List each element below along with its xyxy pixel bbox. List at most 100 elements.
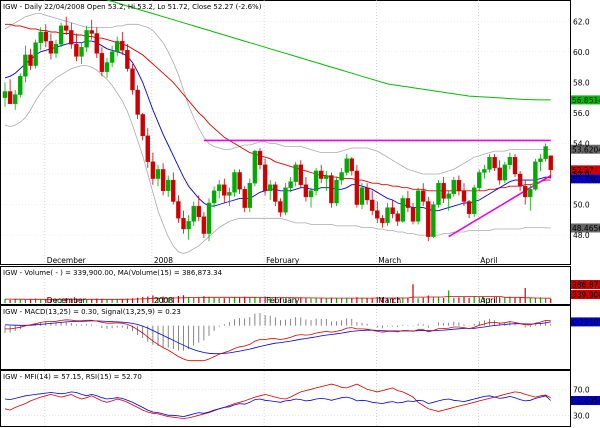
candle-body — [237, 172, 242, 190]
candle-body — [120, 40, 125, 51]
candle-body — [191, 205, 196, 222]
volume-ma-tag: 386,873.3 — [572, 281, 600, 290]
candle-body — [415, 190, 421, 222]
x-tick-label-volume: 2008 — [154, 296, 173, 305]
osc-tick-label: 30.0 — [573, 411, 590, 420]
rsi-tag: 52.6954 — [572, 396, 600, 405]
candle-body — [252, 150, 258, 184]
axis-layer: December December 2008 2008 February February… — [47, 17, 590, 420]
candle-body — [298, 164, 303, 185]
candle-body — [441, 182, 446, 199]
candle-body — [222, 184, 227, 196]
candle-body — [181, 218, 186, 230]
candle-body — [125, 50, 130, 69]
candle-body — [431, 204, 436, 237]
ma-slow-tag-box — [571, 95, 600, 105]
candle-body — [405, 198, 411, 208]
x-tick-label: April — [480, 256, 497, 265]
osc-tick-label: 70.0 — [573, 385, 590, 394]
candle-body — [160, 169, 166, 192]
candle-body — [104, 62, 110, 72]
candle-body — [533, 161, 538, 190]
x-tick-label: March — [378, 256, 401, 265]
macd-line — [5, 319, 551, 362]
candle-body — [523, 186, 528, 198]
y-tick-label: 50.0 — [573, 201, 590, 210]
candle-body — [206, 202, 212, 234]
candle-body — [334, 179, 339, 204]
candle-body — [375, 210, 380, 219]
main-panel-title: IGW - Daily 22/04/2008 Open 53.2, Hi 53.… — [3, 3, 262, 11]
candle-body — [135, 89, 140, 115]
candle-body — [538, 158, 543, 162]
candle-body — [38, 31, 43, 43]
x-tick-label: 2008 — [154, 256, 173, 265]
candle-body — [278, 201, 283, 213]
candle-body — [268, 184, 273, 191]
candle-body — [288, 181, 293, 188]
candle-body — [395, 213, 400, 222]
candle-body — [211, 190, 217, 204]
candle-body — [145, 135, 151, 162]
candle-body — [339, 172, 344, 181]
y-tick-label: 54.0 — [573, 139, 590, 148]
macd-panel-frame — [0, 305, 571, 370]
candle-body — [293, 164, 298, 182]
candle-body — [324, 175, 329, 179]
band-lower-tag: 48.4656 — [572, 224, 600, 233]
candle-body — [196, 205, 202, 217]
y-tick-label: 62.0 — [573, 17, 590, 26]
candle-body — [497, 167, 502, 181]
candle-body — [79, 47, 84, 57]
candle-body — [84, 30, 89, 48]
candle-body — [400, 198, 405, 222]
candle-body — [436, 182, 441, 205]
mfi-panel-title: IGW - MFI(14) = 57.15, RSI(15) = 52.70 — [3, 373, 142, 381]
x-tick-label-volume: December — [47, 296, 87, 305]
candle-body — [380, 218, 385, 224]
x-tick-label: December — [47, 256, 87, 265]
candle-body — [227, 192, 232, 196]
candle-body — [247, 182, 253, 208]
y-tick-label: 52.0 — [573, 170, 590, 179]
candle-body — [410, 207, 416, 222]
candle-body — [23, 54, 28, 77]
x-tick-label: February — [266, 256, 300, 265]
volume-tag: 339,900.0 — [572, 291, 600, 300]
candle-body — [461, 190, 467, 202]
mfi-line — [4, 383, 551, 419]
candle-body — [63, 25, 69, 31]
candle-body — [18, 76, 23, 95]
candle-body — [349, 158, 354, 172]
candle-body — [99, 53, 105, 72]
candle-body — [232, 172, 237, 193]
candle-body — [385, 207, 390, 224]
candle-body — [176, 201, 181, 219]
candle-body — [390, 207, 395, 214]
x-tick-label-volume: April — [480, 296, 497, 305]
y-tick-label: 56.0 — [573, 109, 590, 118]
candle-body — [165, 179, 171, 191]
y-tick-label: 58.0 — [573, 78, 590, 87]
candle-body — [89, 30, 94, 34]
candle-body — [303, 184, 309, 198]
candle-body — [171, 179, 176, 202]
candle-body — [74, 43, 79, 57]
candle-body — [370, 199, 375, 211]
candle-body — [446, 193, 451, 199]
candle-body — [43, 31, 48, 42]
ma-fast-tag-box — [571, 174, 600, 184]
ma-fast-tag: 51.7403 — [572, 175, 600, 184]
candle-body — [262, 164, 268, 192]
candle-body — [186, 221, 191, 230]
volume-tag-box — [571, 290, 600, 299]
macd-panel-title: IGW - MACD(13,25) = 0.30, Signal(13,25,9… — [3, 308, 181, 316]
candle-body — [421, 190, 426, 202]
candle-body — [492, 156, 497, 169]
candle-body — [466, 201, 472, 214]
x-tick-label-volume: March — [378, 296, 401, 305]
band-upper-tag: 53.6204 — [572, 145, 600, 154]
candle-body — [58, 25, 64, 45]
